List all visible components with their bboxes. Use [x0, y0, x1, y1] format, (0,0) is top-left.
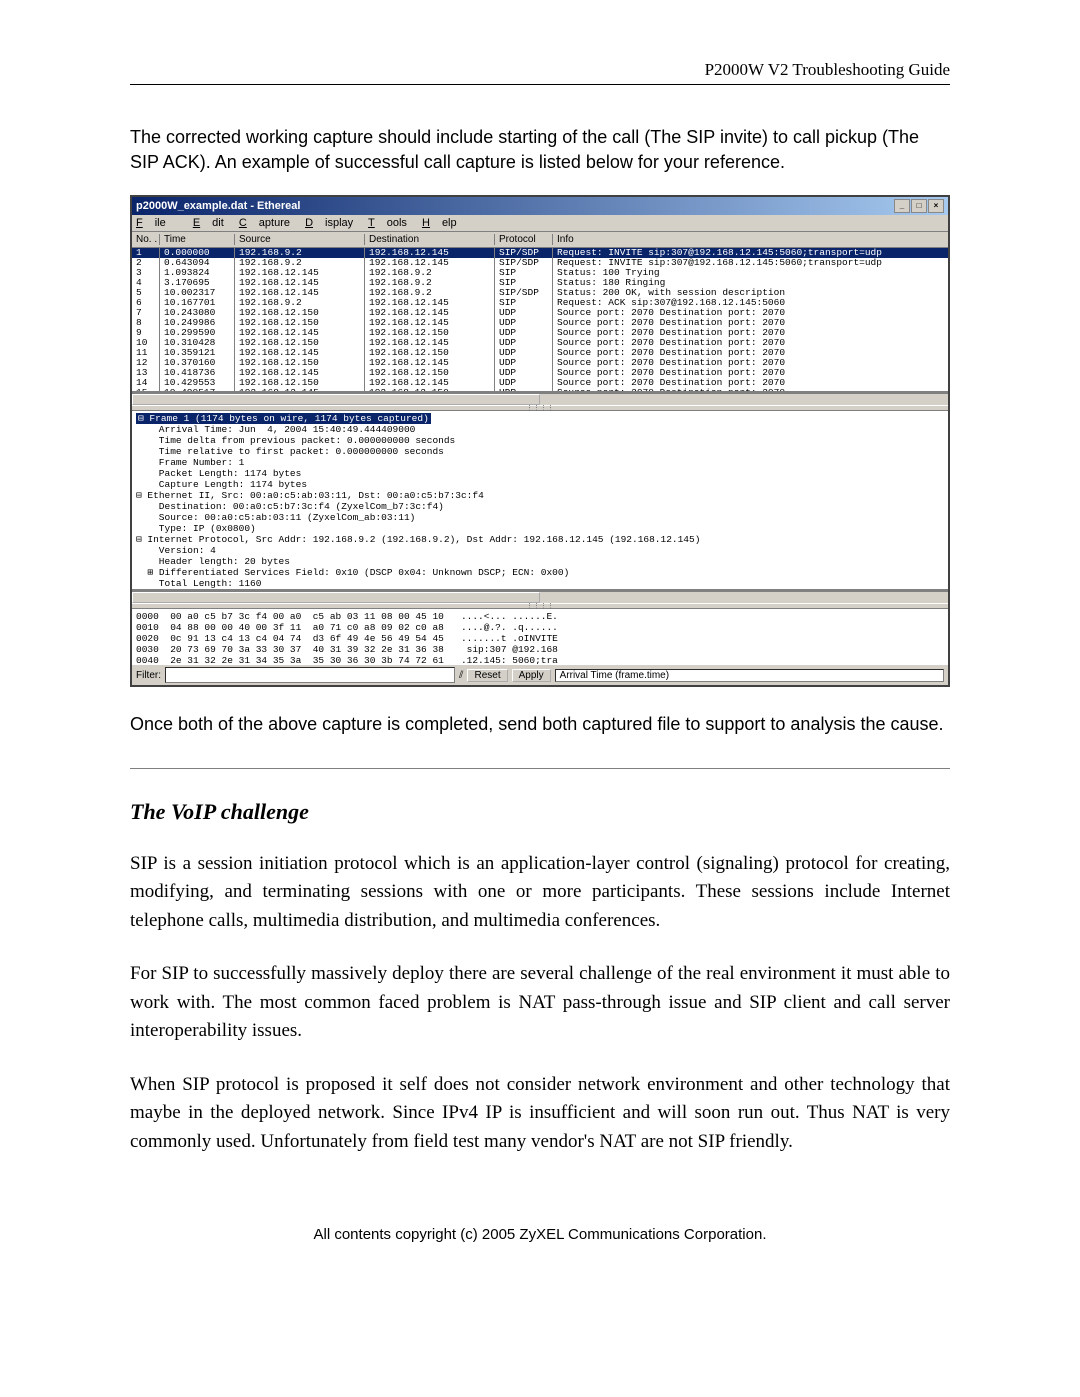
ethereal-window: p2000W_example.dat - Ethereal _ □ × File…: [130, 195, 950, 687]
section-divider: [130, 768, 950, 769]
filter-resize-icon[interactable]: ⫽: [459, 670, 463, 681]
apply-button[interactable]: Apply: [512, 669, 551, 682]
packet-list-scrollbar[interactable]: [132, 393, 948, 405]
filter-bar: Filter: ⫽ Reset Apply Arrival Time (fram…: [132, 664, 948, 685]
close-button[interactable]: ×: [928, 199, 944, 213]
packet-detail-panel[interactable]: ⊟ Frame 1 (1174 bytes on wire, 1174 byte…: [132, 411, 948, 591]
after-screenshot-paragraph: Once both of the above capture is comple…: [130, 712, 950, 737]
menu-display[interactable]: Display: [305, 217, 353, 229]
header-divider: [130, 84, 950, 85]
paragraph-1: SIP is a session initiation protocol whi…: [130, 850, 950, 936]
paragraph-3: When SIP protocol is proposed it self do…: [130, 1071, 950, 1157]
detail-scrollbar[interactable]: [132, 591, 948, 603]
reset-button[interactable]: Reset: [467, 669, 507, 682]
hex-dump-panel[interactable]: 0000 00 a0 c5 b7 3c f4 00 a0 c5 ab 03 11…: [132, 609, 948, 664]
col-header-time[interactable]: Time: [160, 234, 235, 245]
minimize-button[interactable]: _: [894, 199, 910, 213]
col-header-source[interactable]: Source: [235, 234, 365, 245]
packet-list[interactable]: 10.000000192.168.9.2192.168.12.145SIP/SD…: [132, 248, 948, 393]
menu-help[interactable]: Help: [422, 217, 457, 229]
menu-edit[interactable]: Edit: [193, 217, 224, 229]
window-title-bar: p2000W_example.dat - Ethereal _ □ ×: [132, 197, 948, 215]
col-header-protocol[interactable]: Protocol: [495, 234, 553, 245]
col-header-no[interactable]: No. .: [132, 234, 160, 245]
packet-list-header: No. . Time Source Destination Protocol I…: [132, 232, 948, 248]
filter-input[interactable]: [165, 667, 455, 683]
col-header-dest[interactable]: Destination: [365, 234, 495, 245]
col-header-info[interactable]: Info: [553, 234, 948, 245]
filter-label: Filter:: [136, 670, 161, 681]
maximize-button[interactable]: □: [911, 199, 927, 213]
intro-paragraph: The corrected working capture should inc…: [130, 125, 950, 175]
page-header: P2000W V2 Troubleshooting Guide: [130, 60, 950, 80]
menu-tools[interactable]: Tools: [368, 217, 407, 229]
menu-capture[interactable]: Capture: [239, 217, 290, 229]
menu-bar: File Edit Capture Display Tools Help: [132, 215, 948, 232]
window-controls: _ □ ×: [894, 199, 944, 213]
window-title: p2000W_example.dat - Ethereal: [136, 200, 300, 212]
section-heading: The VoIP challenge: [130, 799, 950, 825]
paragraph-2: For SIP to successfully massively deploy…: [130, 960, 950, 1046]
page-footer: All contents copyright (c) 2005 ZyXEL Co…: [130, 1226, 950, 1243]
status-text: Arrival Time (frame.time): [555, 669, 944, 682]
menu-file[interactable]: File: [136, 217, 178, 229]
